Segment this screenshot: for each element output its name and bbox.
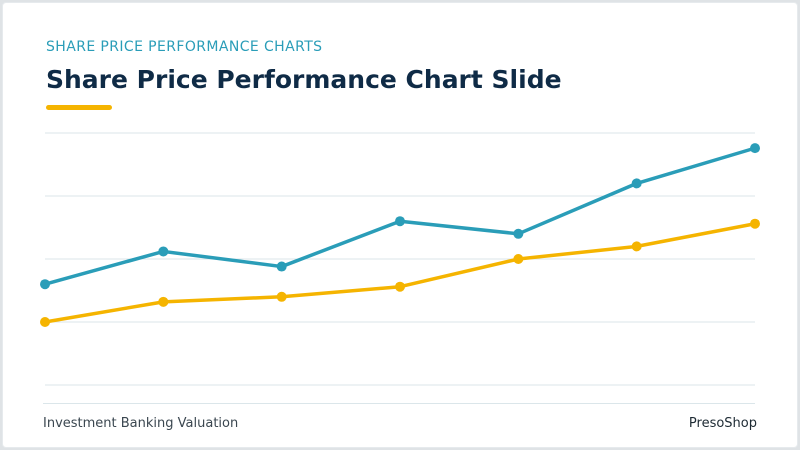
series-1-point-2	[158, 246, 169, 257]
title-accent-bar	[46, 105, 112, 110]
slide-title: Share Price Performance Chart Slide	[46, 65, 562, 94]
series-1-point-6	[631, 178, 642, 189]
series-1-point-1	[40, 279, 50, 290]
series-2-point-5	[513, 254, 524, 264]
slide-eyebrow: SHARE PRICE PERFORMANCE CHARTS	[46, 39, 323, 55]
series-2-point-2	[158, 296, 169, 307]
footer-brand: PresoShop	[688, 416, 757, 431]
series-1-point-4	[395, 216, 405, 227]
footer-divider	[43, 403, 755, 404]
series-line-2	[43, 221, 757, 324]
series-1-point-3	[276, 261, 287, 272]
grid-layer	[45, 132, 755, 386]
series-2-point-6	[631, 241, 642, 252]
series-2-point-4	[395, 281, 405, 292]
series-1-point-5	[513, 228, 524, 239]
series-2-point-7	[750, 218, 760, 229]
series-line-1	[43, 146, 757, 286]
series-2-point-3	[276, 291, 287, 302]
footer-left-label: Investment Banking Valuation	[43, 416, 239, 431]
series-1-point-7	[750, 143, 760, 154]
series-2-point-1	[40, 317, 50, 327]
series-layer	[40, 143, 760, 327]
